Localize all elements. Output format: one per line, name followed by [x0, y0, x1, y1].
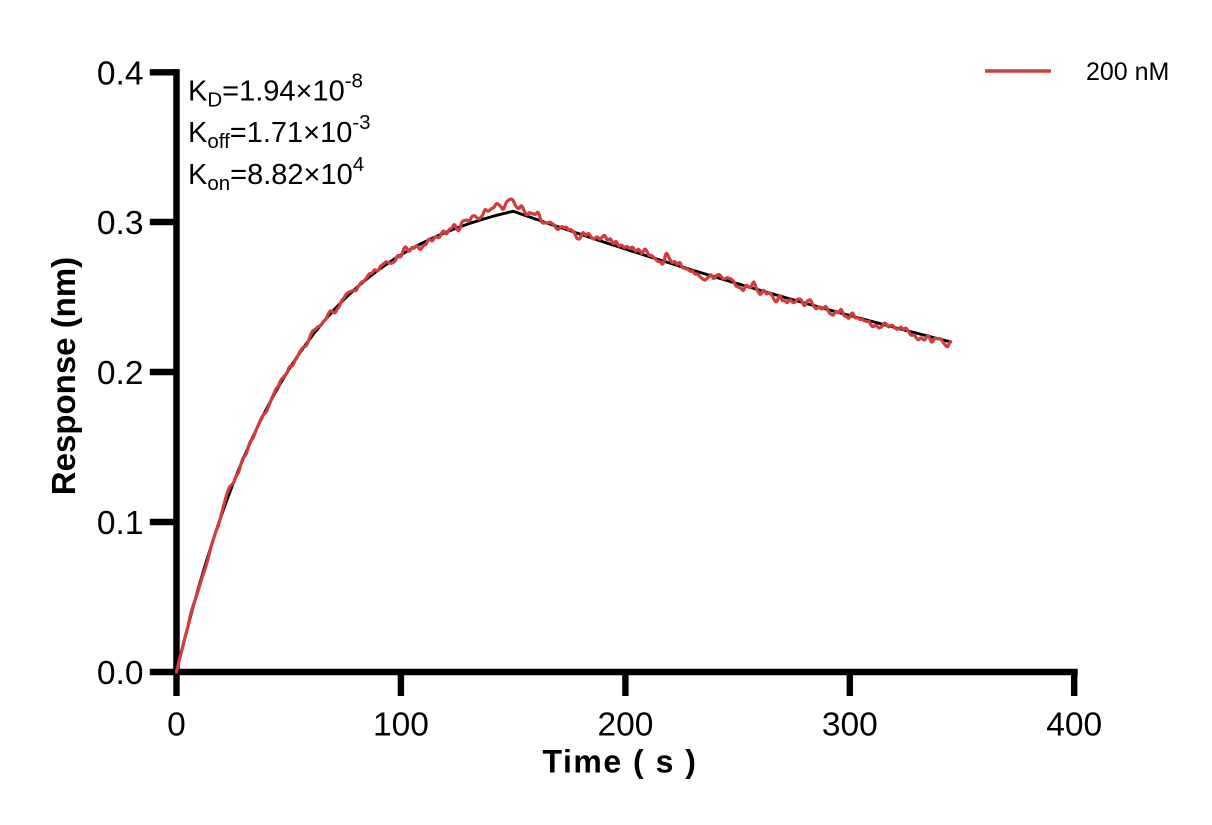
- svg-text:Response (nm): Response (nm): [45, 257, 82, 495]
- svg-text:0.4: 0.4: [97, 56, 144, 93]
- svg-text:100: 100: [373, 707, 429, 744]
- svg-text:200: 200: [597, 707, 653, 744]
- svg-text:300: 300: [822, 707, 878, 744]
- svg-text:0.3: 0.3: [97, 205, 144, 242]
- svg-text:0: 0: [167, 707, 186, 744]
- svg-text:0.0: 0.0: [97, 655, 144, 692]
- svg-text:Time ( s ): Time ( s ): [543, 744, 698, 780]
- svg-text:200 nM: 200 nM: [1086, 58, 1169, 86]
- svg-text:0.1: 0.1: [97, 505, 144, 542]
- svg-text:0.2: 0.2: [97, 355, 144, 392]
- svg-text:400: 400: [1046, 707, 1102, 744]
